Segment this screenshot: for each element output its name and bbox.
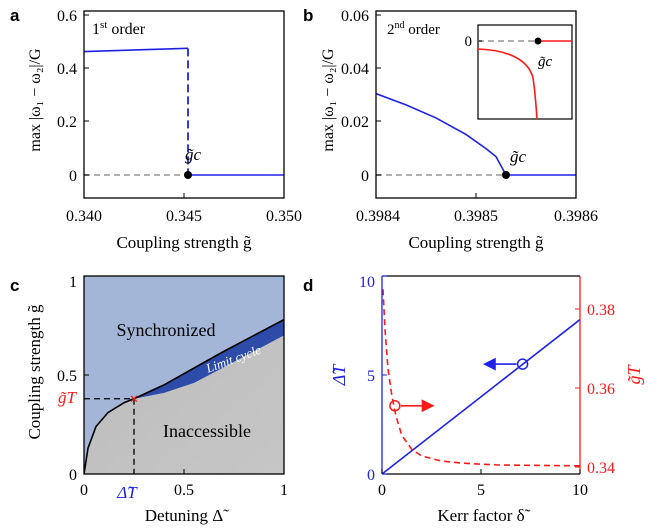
panel-letter-d: d	[303, 276, 313, 295]
d-left-y-ticks: 0 5 10	[359, 274, 387, 484]
d-right-y-ticks: 0.34 0.36 0.38	[575, 302, 615, 477]
a-critical-point-label: g̃c	[185, 145, 202, 164]
b-inset-critical-point	[534, 37, 542, 45]
c-triple-point-marker: ×	[129, 391, 138, 408]
d-left-ytick-label: 0	[367, 467, 375, 484]
panel-b: b g̃c 2nd order 0 g̃c 0.3984	[303, 6, 598, 252]
d-gT-dashed-curve	[382, 289, 580, 467]
panel-c: c × Synchronized Limit cycle Inaccessibl…	[10, 274, 288, 525]
panel-a-plot-area	[84, 47, 284, 176]
d-right-ytick-label: 0.36	[587, 381, 615, 398]
b-ytick-label: 0.06	[341, 8, 369, 25]
d-gT-marker	[389, 400, 401, 412]
b-y-axis-label: max |ω₁ − ω₂|/G	[320, 48, 337, 152]
d-right-y-axis-label: g̃T	[624, 364, 644, 385]
panel-letter-b: b	[303, 6, 313, 25]
panel-letter-c: c	[10, 276, 19, 295]
a-y-axis-label: max |ω₁ − ω₂|/G	[27, 48, 44, 152]
d-xtick-label: 5	[477, 482, 485, 499]
a-critical-point	[184, 171, 192, 179]
panel-c-plot-area	[84, 276, 284, 474]
d-right-ytick-label: 0.34	[587, 460, 615, 477]
b-critical-point-label: g̃c	[510, 147, 527, 166]
panel-a-frame	[83, 10, 285, 199]
d-left-y-axis-label: Δ̃T	[329, 363, 349, 387]
c-y-axis-label: Coupling strength g̃	[25, 304, 44, 440]
b-xtick-label: 0.3986	[554, 208, 598, 225]
b-ytick-label: 0.02	[341, 114, 369, 131]
c-x-axis-label: Detuning Δ̃	[145, 506, 229, 525]
d-left-ytick-label: 10	[359, 274, 375, 291]
a-x-axis-label: Coupling strength g̃	[116, 233, 252, 252]
panel-letter-a: a	[10, 6, 20, 25]
b-inset-ytick-label: 0	[465, 34, 473, 50]
b-y-ticks: 0 0.02 0.04 0.06	[341, 8, 381, 185]
d-deltaT-line	[382, 318, 580, 474]
a-y-ticks: 0 0.2 0.4 0.6	[57, 8, 89, 185]
a-ytick-label: 0.6	[57, 8, 77, 25]
b-x-axis-label: Coupling strength g̃	[408, 233, 544, 252]
a-ytick-label: 0	[69, 168, 77, 185]
d-xtick-label: 10	[572, 482, 588, 499]
b-xtick-label: 0.3985	[454, 208, 498, 225]
c-ytick-label: 0	[69, 467, 77, 484]
c-xtick-label: 0	[80, 482, 88, 499]
c-y-ticks: 0 0.5 1	[57, 274, 89, 484]
c-ytick-label: 0.5	[57, 368, 77, 385]
b-inset: 0 g̃c	[465, 24, 573, 120]
d-left-ytick-label: 5	[367, 368, 375, 385]
d-x-ticks: 0 5 10	[378, 469, 588, 499]
d-xtick-label: 0	[378, 482, 386, 499]
b-order-annotation: 2nd order	[387, 20, 440, 38]
panel-a: a g̃c 1st order 0.340 0.345 0.350 0 0.2 …	[10, 6, 302, 252]
c-xtick-label: 0.5	[174, 482, 194, 499]
c-xtick-label: 1	[280, 482, 288, 499]
b-xtick-label: 0.3984	[356, 208, 400, 225]
a-xtick-label: 0.345	[166, 208, 202, 225]
panel-d: d 0 5 10 0 5 10 0.34 0.36 0.38	[303, 274, 644, 525]
a-ytick-label: 0.2	[57, 114, 77, 131]
a-xtick-label: 0.350	[266, 208, 302, 225]
d-x-axis-label: Kerr factor δ̃	[437, 506, 530, 525]
a-x-ticks: 0.340 0.345 0.350	[66, 193, 302, 225]
d-deltaT-marker	[516, 358, 529, 370]
a-xtick-label: 0.340	[66, 208, 102, 225]
a-order-annotation: 1st order	[92, 19, 146, 38]
b-ytick-label: 0	[361, 168, 369, 185]
c-gT-label: g̃T	[58, 388, 78, 407]
c-x-ticks: 0 0.5 1	[80, 469, 288, 499]
a-series-solid-branch	[84, 47, 189, 53]
b-x-ticks: 0.3984 0.3985 0.3986	[356, 193, 598, 225]
panel-b-plot-area	[376, 92, 576, 176]
b-inset-curve	[478, 48, 538, 119]
b-series-branch	[376, 92, 507, 176]
b-inset-critical-label: g̃c	[538, 54, 553, 70]
b-ytick-label: 0.04	[341, 61, 369, 78]
c-region-label-inaccessible: Inaccessible	[163, 421, 251, 441]
d-right-ytick-label: 0.38	[587, 302, 615, 319]
c-ytick-label: 1	[69, 274, 77, 291]
c-region-label-synchronized: Synchronized	[117, 320, 216, 340]
b-critical-point	[502, 171, 510, 179]
c-deltaT-label: Δ̃T	[116, 483, 138, 502]
a-ytick-label: 0.4	[57, 61, 77, 78]
panel-d-plot-area	[382, 289, 580, 474]
